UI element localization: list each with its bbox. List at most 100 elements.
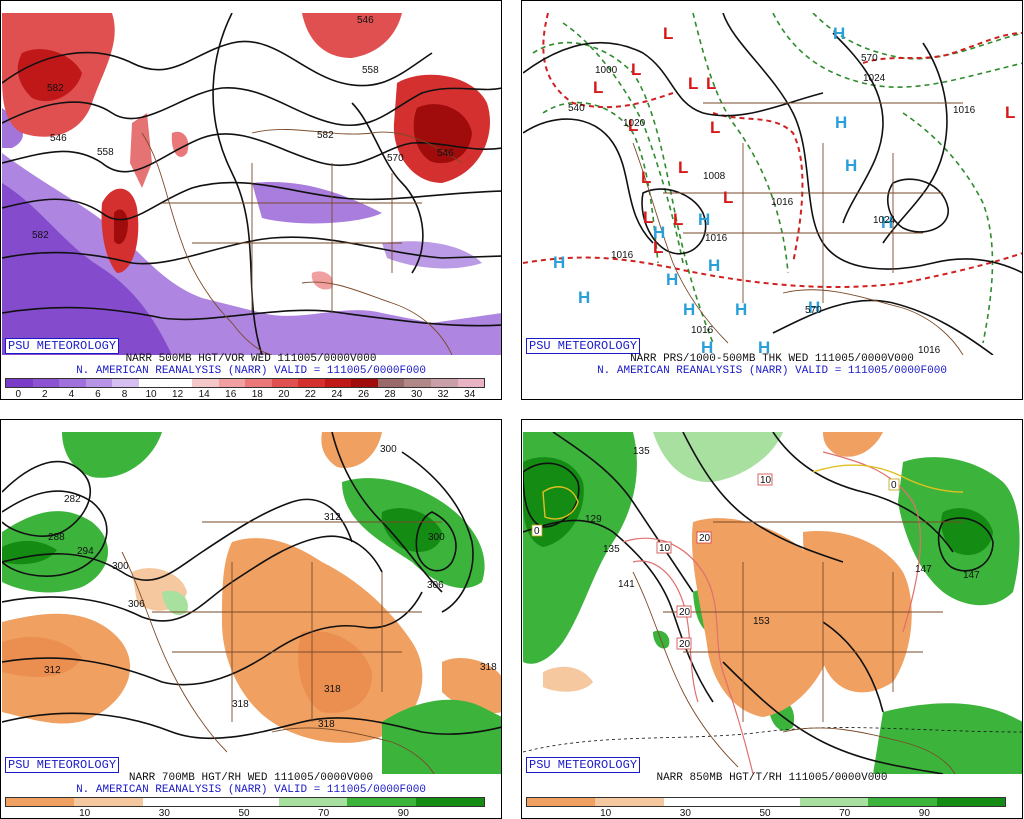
contour-label: 135	[633, 446, 650, 457]
high-pressure-symbol: H	[578, 288, 590, 307]
colorbar-tick-label: 50	[759, 808, 771, 819]
panel-850mb-t-rh: 135 129 135 141 147 153 147 10 20 20 20 …	[521, 419, 1023, 819]
colorbar-tick-label: 26	[357, 389, 370, 400]
contour-label: 318	[318, 719, 335, 730]
colorbar-swatch	[457, 379, 485, 387]
contour-label: 306	[128, 599, 145, 610]
colorbar-swatch	[298, 379, 325, 387]
colorbar-tick-label: 10	[79, 808, 91, 819]
temperature-label: 0	[891, 480, 897, 491]
thickness-label: 540	[568, 103, 585, 114]
colorbar-tick-label: 18	[251, 389, 263, 400]
high-pressure-symbol: H	[835, 113, 847, 132]
panel-caption-title: NARR 500MB HGT/VOR WED 111005/0000V000	[125, 353, 377, 365]
low-pressure-symbol: L	[1005, 103, 1015, 122]
colorbar-tick-label: 90	[918, 808, 930, 819]
colorbar-swatch	[165, 379, 192, 387]
contour-label: 300	[380, 444, 397, 455]
colorbar-swatch	[142, 798, 211, 806]
low-pressure-symbol: L	[706, 74, 716, 93]
colorbar-swatch	[415, 798, 484, 806]
colorbar-swatch	[32, 379, 60, 387]
colorbar-swatch	[218, 379, 246, 387]
colorbar-tick-label: 22	[304, 389, 316, 400]
contour-label: 1016	[771, 197, 794, 208]
colorbar-swatch	[663, 798, 732, 806]
contour-label: 312	[44, 665, 61, 676]
colorbar-tick-label: 12	[172, 389, 184, 400]
panel-caption-valid: N. AMERICAN REANALYSIS (NARR) VALID = 11…	[597, 365, 947, 377]
contour-label: 306	[427, 580, 444, 591]
panel-pressure-thickness: H H H H H H H H H H H H H H H L L L L L	[521, 0, 1023, 400]
contour-label: 318	[324, 684, 341, 695]
vorticity-contour-labels: 582 546 582 546 558 582 570 546 558	[32, 15, 454, 241]
colorbar-swatch	[85, 379, 113, 387]
colorbar-swatch	[377, 379, 405, 387]
temperature-label: 0	[534, 526, 540, 537]
colorbar-tick-label: 0	[15, 389, 22, 400]
panel-caption-valid: N. AMERICAN REANALYSIS (NARR) VALID = 11…	[76, 784, 426, 796]
colorbar-swatch	[112, 379, 139, 387]
low-pressure-symbol: L	[643, 208, 653, 227]
colorbar-swatch	[138, 379, 166, 387]
temperature-label: 20	[679, 607, 691, 618]
contour-label: 546	[357, 15, 374, 26]
colorbar-tick-label: 8	[121, 389, 128, 400]
colorbar-tick-label: 2	[42, 389, 48, 400]
temperature-label: 10	[659, 543, 671, 554]
contour-label: 1020	[623, 118, 646, 129]
colorbar-swatch	[191, 379, 219, 387]
colorbar-tick-label: 30	[411, 389, 423, 400]
colorbar-tick-label: 32	[437, 389, 449, 400]
psu-meteorology-brand: PSU METEOROLOGY	[5, 338, 120, 354]
contour-label: 1016	[611, 250, 634, 261]
colorbar-tick-label: 90	[397, 808, 409, 819]
temperature-label: 20	[679, 639, 691, 650]
colorbar-swatch	[404, 379, 431, 387]
isobar-labels: 1008 1016 1016 1016 1016 1024 1016 1024 …	[568, 53, 976, 355]
contour-label: 153	[753, 616, 770, 627]
contour-label: 288	[48, 532, 65, 543]
low-pressure-symbol: L	[653, 238, 663, 257]
colorbar-swatch	[868, 798, 937, 806]
contour-label: 300	[112, 561, 129, 572]
high-pressure-symbol: H	[845, 156, 857, 175]
colorbar-swatch	[936, 798, 1005, 806]
high-pressure-symbol: H	[758, 338, 770, 355]
low-pressure-symbol: L	[673, 210, 683, 229]
rh-colorbar	[526, 797, 1006, 807]
contour-label: 1008	[703, 171, 726, 182]
colorbar-tick-label: 30	[679, 808, 691, 819]
contour-label: 546	[437, 148, 454, 159]
contour-label: 1016	[691, 325, 714, 336]
high-pressure-symbol: H	[553, 253, 565, 272]
colorbar-swatch	[324, 379, 352, 387]
panel-700mb-rh: 282 288 294 300 306 312 312 300 306 300 …	[0, 419, 502, 819]
contour-label: 318	[232, 699, 249, 710]
low-pressure-symbol: L	[723, 188, 733, 207]
contour-label: 558	[97, 147, 114, 158]
high-pressure-symbol: H	[808, 298, 820, 317]
vorticity-colorbar	[5, 378, 485, 388]
colorbar-tick-label: 6	[95, 389, 101, 400]
low-pressure-symbol: L	[688, 74, 698, 93]
height-contour-labels: 282 288 294 300 306 312 312 300 306 300 …	[44, 444, 497, 730]
contour-label: 582	[32, 230, 49, 241]
panel-caption-valid: N. AMERICAN REANALYSIS (NARR) VALID = 11…	[76, 365, 426, 377]
height-contour-labels: 135 129 135 141 147 153 147	[585, 446, 980, 627]
colorbar-swatch	[6, 798, 75, 806]
rh-colorbar-ticks: 10 30 50 70 90	[526, 808, 1004, 819]
panel-caption-title: NARR 700MB HGT/RH WED 111005/0000V000	[128, 772, 374, 784]
colorbar-swatch	[279, 798, 348, 806]
contour-label: 147	[963, 570, 980, 581]
colorbar-swatch	[595, 798, 664, 806]
colorbar-tick-label: 30	[158, 808, 170, 819]
temperature-label: 20	[699, 533, 711, 544]
high-pressure-symbol: H	[666, 270, 678, 289]
contour-label: 558	[362, 65, 379, 76]
contour-label: 135	[603, 544, 620, 555]
colorbar-swatch	[210, 798, 280, 806]
colorbar-swatch	[527, 798, 596, 806]
contour-label: 546	[50, 133, 67, 144]
contour-label: 1016	[705, 233, 728, 244]
